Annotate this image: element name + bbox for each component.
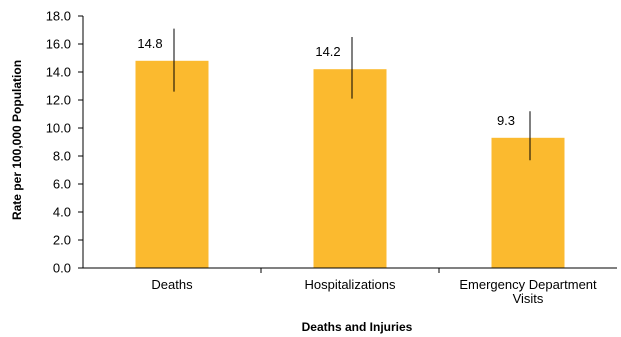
bar (491, 137, 565, 268)
y-tick-label: 16.0 (46, 37, 71, 52)
data-label: 9.3 (497, 113, 515, 128)
y-axis-ticks: 0.0 2.0 4.0 6.0 8.0 10.0 12.0 14.0 16.0 18.0 (46, 9, 83, 276)
data-label: 14.2 (315, 44, 340, 59)
bar (135, 60, 209, 268)
data-labels-group: 14.8 14.2 9.3 (137, 36, 515, 128)
bar (313, 69, 387, 268)
y-tick-label: 10.0 (46, 121, 71, 136)
error-bars-group (173, 28, 531, 161)
y-tick-label: 12.0 (46, 93, 71, 108)
x-axis-ticks: Deaths Hospitalizations Emergency Departme… (151, 268, 597, 306)
y-tick-label: 0.0 (53, 261, 71, 276)
y-tick-label: 4.0 (53, 205, 71, 220)
y-tick-label: 18.0 (46, 9, 71, 24)
y-tick-label: 14.0 (46, 65, 71, 80)
x-tick-label: Deaths (151, 277, 193, 292)
x-tick-label: Visits (513, 291, 544, 306)
x-tick-label: Hospitalizations (304, 277, 396, 292)
y-tick-label: 2.0 (53, 233, 71, 248)
axes-group (78, 16, 617, 269)
y-tick-label: 8.0 (53, 149, 71, 164)
x-axis-title: Deaths and Injuries (302, 320, 413, 334)
x-tick-label: Emergency Department (459, 277, 597, 292)
y-tick-label: 6.0 (53, 177, 71, 192)
bars-group (135, 60, 565, 268)
y-axis-title: Rate per 100,000 Population (10, 60, 24, 220)
data-label: 14.8 (137, 36, 162, 51)
